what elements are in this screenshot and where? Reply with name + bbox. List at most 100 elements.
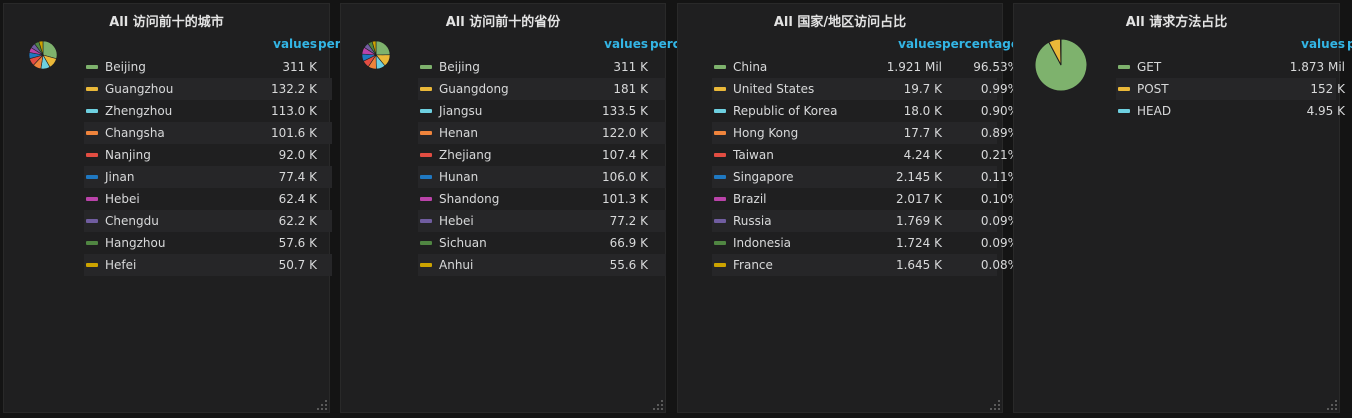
legend-swatch[interactable]	[420, 153, 432, 157]
legend-swatch[interactable]	[86, 109, 98, 113]
legend-label[interactable]: Hebei	[105, 192, 140, 206]
legend-label[interactable]: Hunan	[439, 170, 479, 184]
values-column-header[interactable]: values	[898, 37, 942, 51]
legend-label[interactable]: France	[733, 258, 773, 272]
legend-label[interactable]: Guangzhou	[105, 82, 174, 96]
legend-label[interactable]: Zhejiang	[439, 148, 492, 162]
legend-swatch[interactable]	[86, 219, 98, 223]
legend-swatch[interactable]	[420, 241, 432, 245]
legend-swatch[interactable]	[420, 131, 432, 135]
legend-label[interactable]: Taiwan	[733, 148, 774, 162]
legend-swatch[interactable]	[1118, 65, 1130, 69]
legend-row-brazil[interactable]: Brazil 2.017 K 0.10%	[712, 188, 1019, 210]
values-column-header[interactable]: values	[604, 37, 648, 51]
legend-label[interactable]: Beijing	[439, 60, 480, 74]
legend-label[interactable]: Anhui	[439, 258, 474, 272]
legend-swatch[interactable]	[714, 109, 726, 113]
legend-swatch[interactable]	[86, 87, 98, 91]
pie-chart[interactable]	[361, 40, 391, 70]
legend-swatch[interactable]	[714, 65, 726, 69]
legend-label[interactable]: Guangdong	[439, 82, 509, 96]
legend-swatch[interactable]	[420, 87, 432, 91]
legend-swatch[interactable]	[714, 153, 726, 157]
panel-title[interactable]: All 请求方法占比	[1125, 15, 1228, 30]
legend-row-france[interactable]: France 1.645 K 0.08%	[712, 254, 1019, 276]
legend-swatch[interactable]	[714, 197, 726, 201]
legend-swatch[interactable]	[86, 65, 98, 69]
panel-1[interactable]: All 访问前十的城市valuespercentageBeijing311 K2…	[3, 3, 395, 413]
legend-swatch[interactable]	[420, 175, 432, 179]
legend-label[interactable]: Changsha	[105, 126, 165, 140]
legend-label[interactable]: China	[733, 60, 768, 74]
legend-label[interactable]: GET	[1137, 60, 1162, 74]
legend-label[interactable]: United States	[733, 82, 815, 96]
pie-slice-beijing[interactable]	[42, 40, 58, 60]
values-column-header[interactable]: values	[1301, 37, 1345, 51]
legend-swatch[interactable]	[714, 175, 726, 179]
legend-swatch[interactable]	[714, 263, 726, 267]
legend-label[interactable]: Singapore	[733, 170, 794, 184]
legend-swatch[interactable]	[714, 219, 726, 223]
legend-label[interactable]: Shandong	[439, 192, 500, 206]
legend-label[interactable]: Zhengzhou	[105, 104, 173, 118]
legend-swatch[interactable]	[420, 65, 432, 69]
legend-swatch[interactable]	[1118, 87, 1130, 91]
legend-label[interactable]: Jinan	[105, 170, 135, 184]
pie-slice-beijing[interactable]	[375, 40, 391, 56]
legend-swatch[interactable]	[86, 241, 98, 245]
legend-swatch[interactable]	[86, 153, 98, 157]
panel-3[interactable]: All 国家/地区访问占比 values percentage China 1.921 …	[677, 3, 1019, 413]
legend-label[interactable]: Sichuan	[439, 236, 487, 250]
panel-title[interactable]: All 国家/地区访问占比	[773, 15, 907, 30]
panel-4[interactable]: All 请求方法占比valuespercentageGET1.873 Mil92…	[1013, 3, 1352, 413]
legend-swatch[interactable]	[714, 241, 726, 245]
panel-2[interactable]: All 访问前十的省份valuespercentageBeijing311 K2…	[340, 3, 727, 413]
legend-row-hong-kong[interactable]: Hong Kong 17.7 K 0.89%	[712, 122, 1019, 144]
legend-swatch[interactable]	[714, 87, 726, 91]
legend-swatch[interactable]	[420, 197, 432, 201]
legend-label[interactable]: Hangzhou	[105, 236, 166, 250]
panel-title[interactable]: All 访问前十的省份	[445, 15, 561, 30]
legend-row-taiwan[interactable]: Taiwan 4.24 K 0.21%	[712, 144, 1019, 166]
legend-label[interactable]: Russia	[733, 214, 772, 228]
legend-label[interactable]: Hong Kong	[733, 126, 799, 140]
resize-handle-icon[interactable]	[651, 398, 663, 410]
pie-slice-hefei[interactable]	[38, 40, 44, 56]
legend-swatch[interactable]	[420, 219, 432, 223]
legend-swatch[interactable]	[86, 175, 98, 179]
legend-label[interactable]: Chengdu	[105, 214, 159, 228]
legend-label[interactable]: Brazil	[733, 192, 767, 206]
resize-handle-icon[interactable]	[1325, 398, 1337, 410]
legend-swatch[interactable]	[1118, 109, 1130, 113]
legend-label[interactable]: Beijing	[105, 60, 146, 74]
resize-handle-icon[interactable]	[988, 398, 1000, 410]
legend-swatch[interactable]	[86, 131, 98, 135]
legend-label[interactable]: Indonesia	[733, 236, 792, 250]
legend-swatch[interactable]	[420, 109, 432, 113]
legend-swatch[interactable]	[420, 263, 432, 267]
pie-chart[interactable]	[28, 40, 58, 70]
percentage-column-header[interactable]: percentage	[1346, 37, 1352, 51]
panel-title[interactable]: All 访问前十的城市	[109, 15, 224, 30]
legend-label[interactable]: Hebei	[439, 214, 474, 228]
legend-label[interactable]: HEAD	[1137, 104, 1172, 118]
legend-label[interactable]: Henan	[439, 126, 478, 140]
legend-label[interactable]: Nanjing	[105, 148, 151, 162]
